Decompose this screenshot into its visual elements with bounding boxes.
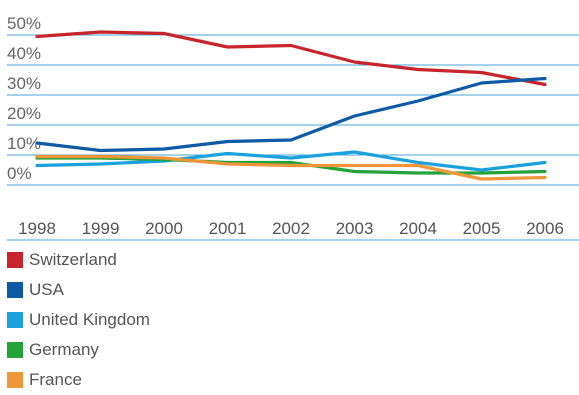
- series-lines: [35, 30, 547, 181]
- legend-item: United Kingdom: [7, 305, 150, 335]
- x-tick-label: 2006: [526, 219, 564, 238]
- legend-item: USA: [7, 275, 150, 305]
- legend-label: France: [29, 370, 82, 389]
- x-axis-tick-labels: 1998 1999 2000 2001 2002 2003 2004 2005 2006: [18, 219, 564, 238]
- series-line-switzerland: [35, 30, 547, 87]
- x-tick-label: 2002: [272, 219, 310, 238]
- y-tick-label: 40%: [7, 44, 41, 63]
- x-tick-label: 2005: [463, 219, 501, 238]
- x-tick-label: 1998: [18, 219, 56, 238]
- legend-swatch: [7, 342, 23, 358]
- legend-label: Germany: [29, 340, 99, 359]
- series-line-france: [35, 154, 547, 181]
- x-tick-label: 2003: [336, 219, 374, 238]
- legend-item: Switzerland: [7, 245, 150, 275]
- x-tick-label: 2004: [399, 219, 437, 238]
- legend-swatch: [7, 282, 23, 298]
- x-tick-label: 2001: [209, 219, 247, 238]
- legend-swatch: [7, 252, 23, 268]
- series-line-usa: [35, 76, 547, 153]
- y-axis-tick-labels: 50% 40% 30% 20% 10% 0%: [7, 14, 41, 183]
- legend-swatch: [7, 372, 23, 388]
- line-chart: 50% 40% 30% 20% 10% 0% 1998 1999 2000 2001 2002 20…: [7, 14, 579, 241]
- y-tick-label: 50%: [7, 14, 41, 33]
- legend-item: Germany: [7, 335, 150, 365]
- y-tick-label: 10%: [7, 134, 41, 153]
- gridlines: [7, 34, 579, 241]
- legend-swatch: [7, 312, 23, 328]
- y-tick-label: 0%: [7, 164, 32, 183]
- legend-item: France: [7, 365, 150, 395]
- y-tick-label: 20%: [7, 104, 41, 123]
- y-tick-label: 30%: [7, 74, 41, 93]
- x-tick-label: 1999: [82, 219, 120, 238]
- legend: Switzerland USA United Kingdom Germany Franc…: [7, 245, 150, 395]
- legend-label: Switzerland: [29, 250, 117, 269]
- legend-label: USA: [29, 280, 64, 299]
- x-tick-label: 2000: [145, 219, 183, 238]
- series-line-united-kingdom: [35, 150, 547, 172]
- legend-label: United Kingdom: [29, 310, 150, 329]
